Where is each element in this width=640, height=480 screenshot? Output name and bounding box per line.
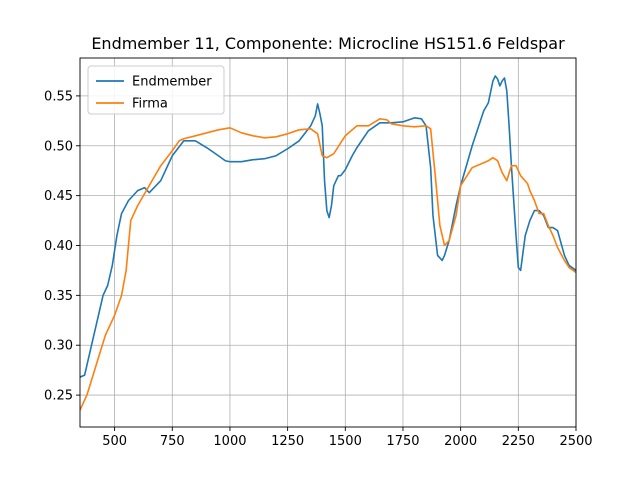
- x-tick-label: 2000: [444, 434, 477, 449]
- x-tick-label: 1000: [213, 434, 246, 449]
- series-line-firma: [80, 118, 576, 411]
- chart-title: Endmember 11, Componente: Microcline HS1…: [91, 34, 565, 53]
- y-tick-label: 0.30: [44, 339, 73, 354]
- series-line-endmember: [80, 75, 576, 378]
- y-tick-label: 0.45: [44, 189, 73, 204]
- x-tick-label: 750: [160, 434, 185, 449]
- legend-box: [87, 65, 225, 115]
- x-tick-label: 1500: [329, 434, 362, 449]
- y-tick-label: 0.35: [44, 289, 73, 304]
- plot-frame: [79, 57, 577, 428]
- legend-label-endmember: Endmember: [132, 75, 212, 90]
- y-tick-label: 0.25: [44, 389, 73, 404]
- legend-label-firma: Firma: [132, 97, 168, 112]
- x-tick-label: 500: [102, 434, 127, 449]
- x-tick-label: 2500: [559, 434, 592, 449]
- y-tick-label: 0.55: [44, 89, 73, 104]
- series-lines: [80, 75, 576, 411]
- x-tick-label: 2250: [502, 434, 535, 449]
- y-tick-label: 0.50: [44, 139, 73, 154]
- y-tick-label: 0.40: [44, 239, 73, 254]
- x-tick-label: 1750: [386, 434, 419, 449]
- axes: 500 750 1000 1250 1500 1750 2000 2250 2500 0.25 0.…: [44, 57, 593, 449]
- x-tick-label: 1250: [271, 434, 304, 449]
- legend: Endmember Firma: [87, 65, 225, 115]
